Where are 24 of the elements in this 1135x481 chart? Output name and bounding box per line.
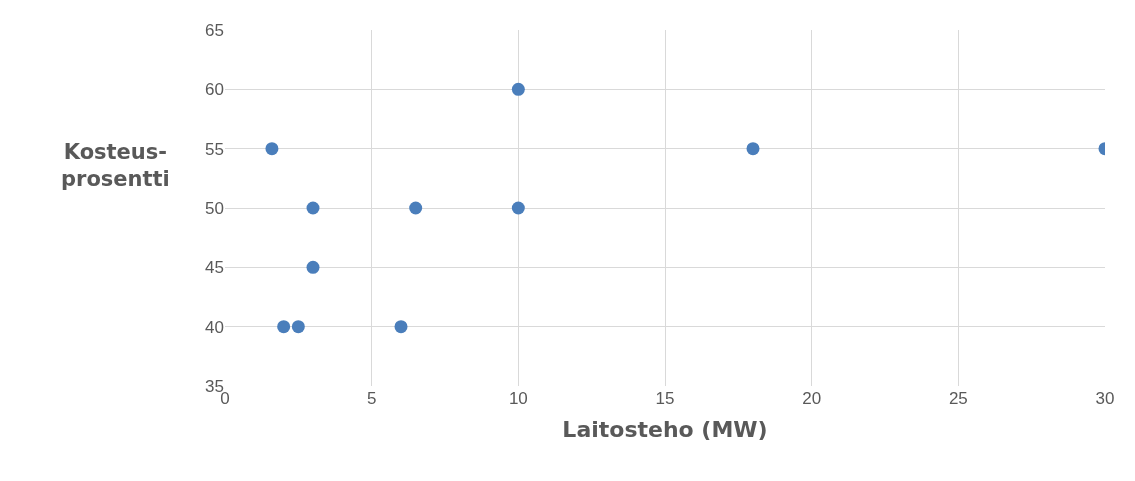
x-tick-label: 20 — [802, 389, 822, 408]
point — [306, 260, 320, 274]
y-tick-label: 55 — [205, 139, 224, 159]
x-axis-title: Laitosteho (MW) — [562, 416, 768, 442]
y-tick-label: 45 — [205, 258, 224, 278]
y-tick-label: 65 — [205, 20, 224, 40]
point — [291, 320, 305, 334]
x-tick-label: 5 — [366, 389, 377, 408]
point — [265, 142, 279, 156]
x-tick-label: 15 — [655, 389, 675, 408]
point — [511, 82, 525, 96]
point — [394, 320, 408, 334]
point — [511, 201, 525, 215]
y-tick-label: 40 — [205, 317, 224, 337]
x-tick-label: 25 — [948, 389, 968, 408]
y-axis-title: Kosteus- prosentti — [61, 140, 170, 192]
x-tick-label: 30 — [1095, 389, 1115, 408]
point — [306, 201, 320, 215]
y-tick-label: 50 — [205, 198, 224, 218]
point — [409, 201, 423, 215]
x-tick-label: 10 — [508, 389, 528, 408]
y-tick-label: 60 — [205, 80, 224, 100]
point — [746, 142, 760, 156]
point — [277, 320, 291, 334]
